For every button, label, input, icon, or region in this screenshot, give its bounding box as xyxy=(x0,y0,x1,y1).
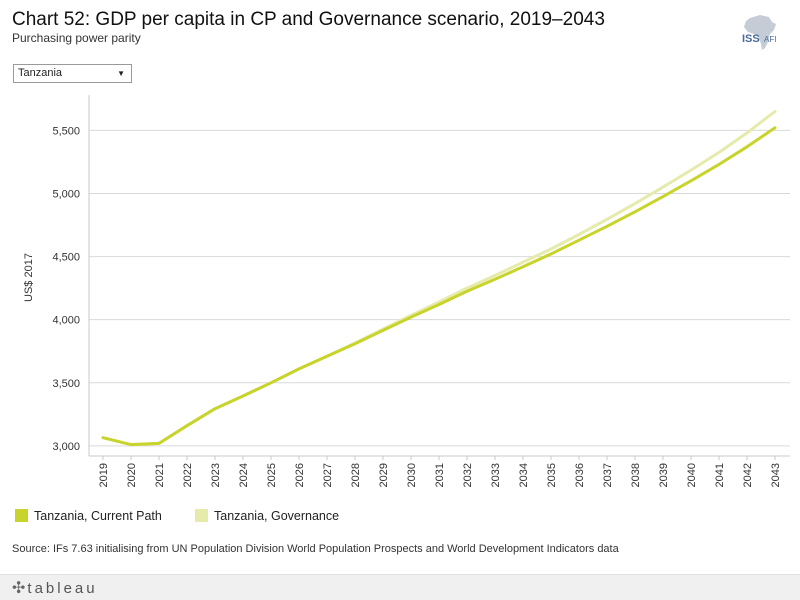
legend-item-governance[interactable]: Tanzania, Governance xyxy=(195,509,339,523)
x-tick-label: 2042 xyxy=(742,463,754,487)
x-tick-label: 2029 xyxy=(378,463,390,487)
logo-suffix: AFI xyxy=(764,35,776,44)
chart-title: Chart 52: GDP per capita in CP and Gover… xyxy=(12,9,605,30)
tableau-brand: tableau xyxy=(27,580,98,597)
x-tick-label: 2022 xyxy=(182,463,194,487)
legend-item-current-path[interactable]: Tanzania, Current Path xyxy=(15,509,162,523)
x-tick-label: 2024 xyxy=(238,463,250,487)
x-tick-label: 2040 xyxy=(686,463,698,487)
country-filter-value: Tanzania xyxy=(18,67,63,79)
series-line-governance xyxy=(101,109,777,447)
x-tick-label: 2039 xyxy=(658,463,670,487)
x-tick-label: 2019 xyxy=(98,463,110,487)
legend-label-governance: Tanzania, Governance xyxy=(214,509,340,523)
x-tick-label: 2028 xyxy=(350,463,362,487)
tableau-plus-icon: ✣ xyxy=(12,580,26,597)
y-tick-label: 4,500 xyxy=(52,252,80,264)
x-tick-label: 2020 xyxy=(126,463,138,487)
x-tick-label: 2035 xyxy=(546,463,558,487)
y-tick-label: 3,000 xyxy=(52,441,80,453)
y-tick-label: 4,000 xyxy=(52,315,80,327)
x-tick-label: 2032 xyxy=(462,463,474,487)
y-tick-label: 3,500 xyxy=(52,378,80,390)
tableau-footer: ✣ tableau xyxy=(0,574,800,600)
x-tick-label: 2036 xyxy=(574,463,586,487)
tableau-logo[interactable]: ✣ tableau xyxy=(12,578,98,598)
iss-afi-logo: ISS AFI xyxy=(742,15,776,50)
x-tick-label: 2038 xyxy=(630,463,642,487)
x-tick-label: 2021 xyxy=(154,463,166,487)
legend-label-current-path: Tanzania, Current Path xyxy=(34,509,162,523)
africa-map-icon xyxy=(744,15,776,50)
x-tick-label: 2026 xyxy=(294,463,306,487)
series-line-current-path xyxy=(101,126,777,447)
line-chart: 3,000 3,500 4,000 4,500 5,000 5,500 2019 2020 20… xyxy=(23,95,790,487)
x-tick-label: 2025 xyxy=(266,463,278,487)
chevron-down-icon: ▼ xyxy=(117,69,125,78)
x-tick-label: 2043 xyxy=(770,463,782,487)
source-note: Source: IFs 7.63 initialising from UN Po… xyxy=(12,543,619,555)
x-tick-label: 2041 xyxy=(714,463,726,487)
x-tick-label: 2030 xyxy=(406,463,418,487)
country-filter-dropdown[interactable]: Tanzania ▼ xyxy=(13,64,132,83)
x-tick-label: 2031 xyxy=(434,463,446,487)
x-tick-label: 2037 xyxy=(602,463,614,487)
legend: Tanzania, Current Path Tanzania, Governa… xyxy=(0,509,800,529)
legend-swatch-governance xyxy=(195,509,208,522)
x-tick-label: 2033 xyxy=(490,463,502,487)
y-tick-label: 5,000 xyxy=(52,188,80,200)
x-tick-label: 2027 xyxy=(322,463,334,487)
x-tick-label: 2034 xyxy=(518,463,530,487)
chart-subtitle: Purchasing power parity xyxy=(12,31,141,45)
legend-swatch-current-path xyxy=(15,509,28,522)
y-tick-label: 5,500 xyxy=(52,125,80,137)
x-tick-label: 2023 xyxy=(210,463,222,487)
y-axis-label: US$ 2017 xyxy=(23,253,35,302)
logo-text: ISS xyxy=(742,33,760,45)
